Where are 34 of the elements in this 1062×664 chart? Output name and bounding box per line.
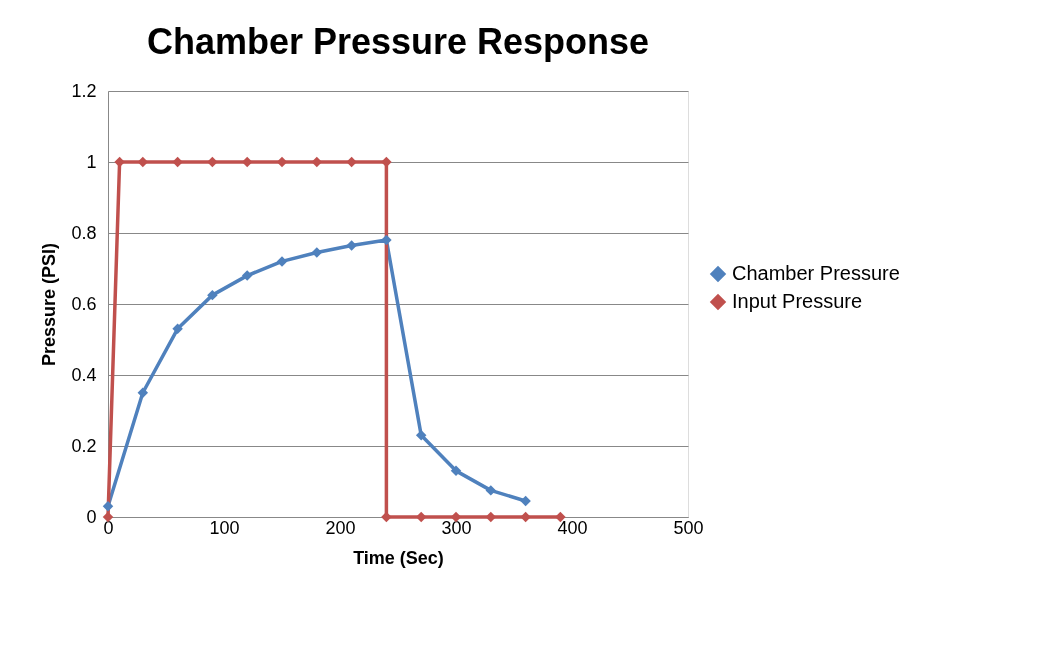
y-tick-label: 0.2 [71,435,97,456]
chart-title: Chamber Pressure Response [146,21,650,62]
point [346,240,357,251]
point [172,323,183,335]
point [415,430,427,441]
point [172,156,183,168]
point [346,156,357,168]
point [276,256,288,267]
point [102,501,114,512]
x-axis-title: Time (Sec) [353,547,444,568]
point [450,465,462,477]
point [207,156,218,168]
x-tick-label: 300 [441,517,472,538]
y-axis-title: Pressure (PSI) [39,242,60,367]
x-tick-label: 200 [325,517,356,538]
x-tick-label: 100 [209,517,240,538]
x-tick-label: 500 [673,517,704,538]
y-tick-label: 1 [86,151,97,172]
y-tick-label: 0.4 [71,364,97,385]
y-tick-label: 1.2 [71,80,97,101]
point [485,485,497,496]
point [311,247,323,258]
legend-label: Chamber Pressure [732,262,900,284]
point [520,495,531,507]
y-tick-label: 0.8 [71,222,97,243]
legend-label: Input Pressure [732,290,863,312]
point [381,234,392,246]
y-tick-label: 0.6 [71,293,97,314]
x-tick-label: 400 [557,517,588,538]
x-tick-label: 0 [103,517,114,538]
point [241,270,253,281]
point [207,289,218,301]
point [137,387,149,398]
point [520,511,531,523]
